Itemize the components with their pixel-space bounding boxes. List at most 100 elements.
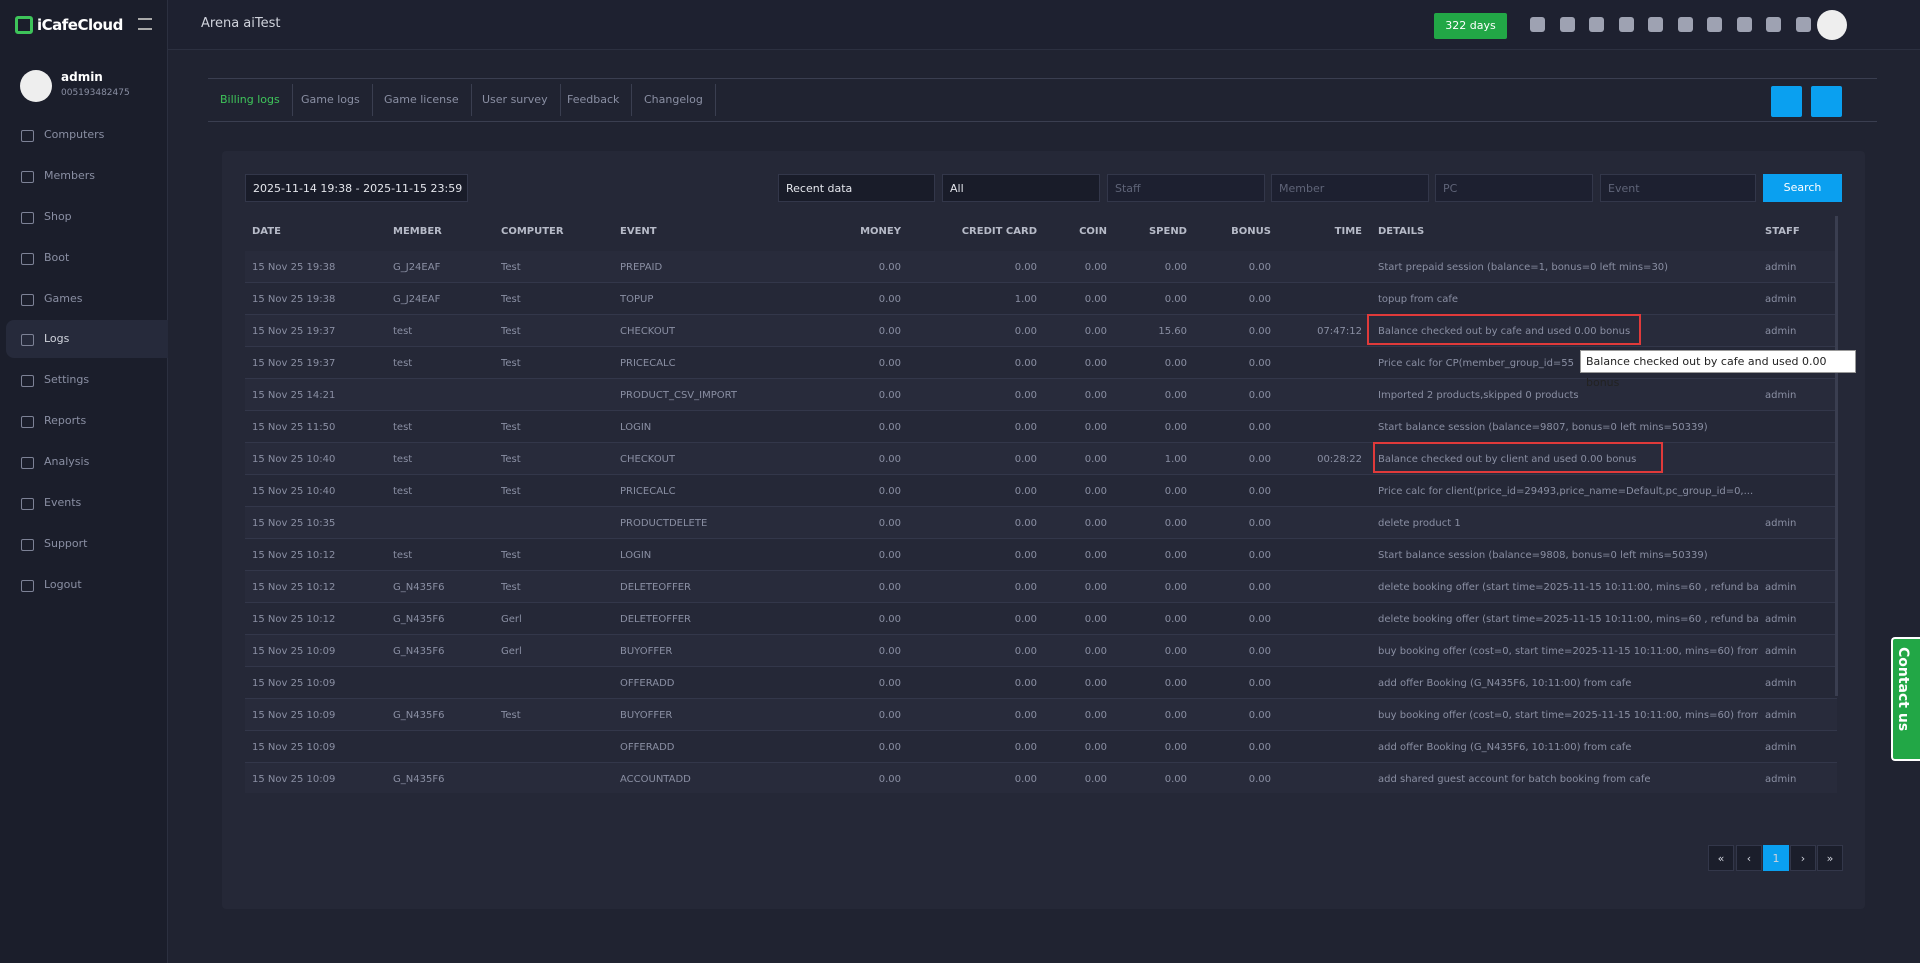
cell: 15 Nov 25 19:37: [252, 358, 335, 369]
page-button[interactable]: 1: [1763, 845, 1789, 871]
cell: admin: [1765, 710, 1796, 721]
nav-item[interactable]: Analysis: [6, 443, 168, 481]
scope-select[interactable]: All: [942, 174, 1100, 202]
nav-item[interactable]: Reports: [6, 402, 168, 440]
download-button[interactable]: [1811, 86, 1842, 117]
cell: 0.00: [1097, 390, 1187, 401]
cell: delete booking offer (start time=2025-11…: [1378, 582, 1758, 593]
cell: 0.00: [1097, 358, 1187, 369]
cell: 0.00: [1017, 486, 1107, 497]
cell: 0.00: [1181, 390, 1271, 401]
tab[interactable]: Game license: [372, 84, 472, 116]
cell: 15 Nov 25 19:38: [252, 294, 335, 305]
profile-avatar[interactable]: [1817, 10, 1847, 40]
days-badge[interactable]: 322 days: [1434, 13, 1507, 39]
period-select[interactable]: Recent data: [778, 174, 935, 202]
page-button[interactable]: ›: [1790, 845, 1816, 871]
cell: 0.00: [811, 262, 901, 273]
cell: 0.00: [811, 358, 901, 369]
tab[interactable]: User survey: [470, 84, 561, 116]
search-button[interactable]: Search: [1763, 174, 1842, 202]
cell: 0.00: [1017, 710, 1107, 721]
pc-input[interactable]: PC: [1435, 174, 1593, 202]
event-input[interactable]: Event: [1600, 174, 1756, 202]
cell: 00:28:22: [1272, 454, 1362, 465]
nav-item[interactable]: Logout: [6, 566, 168, 604]
header-icon[interactable]: [1678, 17, 1693, 32]
cell: Price calc for client(price_id=29493,pri…: [1378, 486, 1758, 497]
cell: Test: [501, 710, 521, 721]
tab[interactable]: Game logs: [289, 84, 373, 116]
cell: admin: [1765, 742, 1796, 753]
cell: CHECKOUT: [620, 454, 675, 465]
cell: 0.00: [811, 390, 901, 401]
staff-input[interactable]: Staff: [1107, 174, 1265, 202]
column-header: BONUS: [1181, 226, 1271, 237]
nav-item[interactable]: Computers: [6, 116, 168, 154]
nav-item[interactable]: Shop: [6, 198, 168, 236]
cell: delete booking offer (start time=2025-11…: [1378, 614, 1758, 625]
nav-item[interactable]: Logs: [6, 320, 168, 358]
column-header: MEMBER: [393, 226, 442, 237]
cell: LOGIN: [620, 422, 651, 433]
cell: 0.00: [1097, 646, 1187, 657]
header-icon[interactable]: [1589, 17, 1604, 32]
topbar: Arena aiTest 322 days: [168, 0, 1920, 50]
tab[interactable]: Billing logs: [208, 84, 293, 116]
page-button[interactable]: ‹: [1736, 845, 1762, 871]
cell: PRICECALC: [620, 358, 676, 369]
cell: admin: [1765, 294, 1796, 305]
cell: Test: [501, 262, 521, 273]
header-icon[interactable]: [1796, 17, 1811, 32]
tab[interactable]: Feedback: [555, 84, 632, 116]
header-icon[interactable]: [1766, 17, 1781, 32]
cell: 0.00: [1181, 294, 1271, 305]
header-icon[interactable]: [1737, 17, 1752, 32]
column-header: MONEY: [811, 226, 901, 237]
cell: add offer Booking (G_N435F6, 10:11:00) f…: [1378, 742, 1758, 753]
cell: test: [393, 422, 412, 433]
cell: Test: [501, 294, 521, 305]
cell: 0.00: [1097, 710, 1187, 721]
cell: 0.00: [1181, 742, 1271, 753]
tooltip: Balance checked out by cafe and used 0.0…: [1580, 350, 1856, 373]
cell: test: [393, 486, 412, 497]
cell: admin: [1765, 646, 1796, 657]
cafe-name: Arena aiTest: [201, 16, 280, 31]
cell: 0.00: [1181, 486, 1271, 497]
header-icon[interactable]: [1648, 17, 1663, 32]
nav-item[interactable]: Members: [6, 157, 168, 195]
nav-item[interactable]: Games: [6, 280, 168, 318]
cell: 0.00: [1017, 742, 1107, 753]
cell: 0.00: [1017, 390, 1107, 401]
cell: admin: [1765, 678, 1796, 689]
header-icon[interactable]: [1619, 17, 1634, 32]
cell: 15 Nov 25 10:09: [252, 646, 335, 657]
cell: DELETEOFFER: [620, 614, 691, 625]
cell: 0.00: [1181, 358, 1271, 369]
upload-button[interactable]: [1771, 86, 1802, 117]
cell: 15.60: [1097, 326, 1187, 337]
cell: 15 Nov 25 10:09: [252, 710, 335, 721]
cell: 0.00: [1097, 550, 1187, 561]
date-range[interactable]: 2025-11-14 19:38 - 2025-11-15 23:59: [245, 174, 468, 202]
header-icon[interactable]: [1707, 17, 1722, 32]
cell: 0.00: [811, 742, 901, 753]
header-icon[interactable]: [1530, 17, 1545, 32]
contact-label[interactable]: Contact us: [1895, 647, 1911, 731]
header-icon[interactable]: [1560, 17, 1575, 32]
nav-item[interactable]: Events: [6, 484, 168, 522]
cell: 0.00: [1181, 550, 1271, 561]
menu-toggle[interactable]: [138, 18, 152, 30]
nav-item[interactable]: Support: [6, 525, 168, 563]
nav-item[interactable]: Settings: [6, 361, 168, 399]
logo: iCafeCloud: [37, 16, 123, 34]
cell: 0.00: [1017, 774, 1107, 785]
nav-item[interactable]: Boot: [6, 239, 168, 277]
tab[interactable]: Changelog: [632, 84, 716, 116]
contact-tab[interactable]: Contact us: [1891, 637, 1920, 761]
page-button[interactable]: »: [1817, 845, 1843, 871]
cell: 0.00: [811, 774, 901, 785]
member-input[interactable]: Member: [1271, 174, 1429, 202]
page-button[interactable]: «: [1708, 845, 1734, 871]
